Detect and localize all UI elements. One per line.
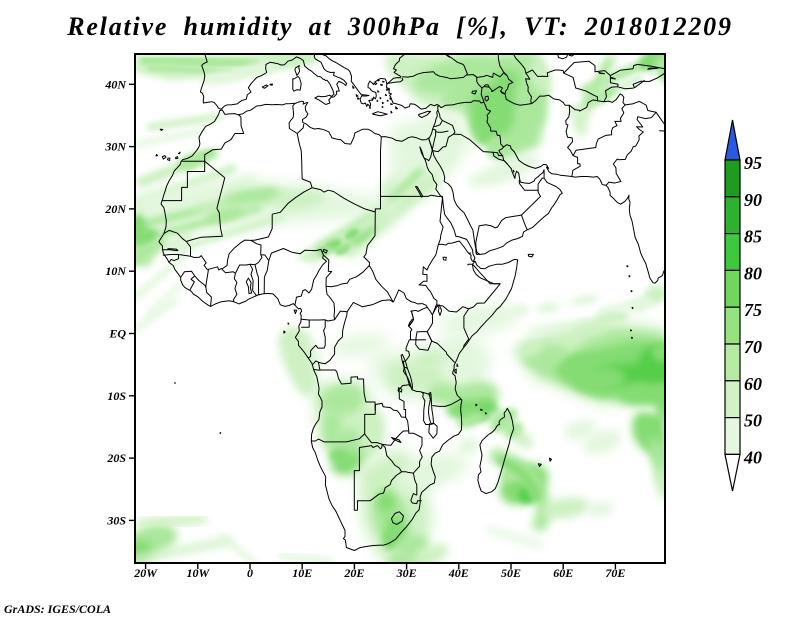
svg-text:80: 80: [744, 263, 762, 283]
svg-text:30N: 30N: [104, 140, 127, 154]
svg-text:85: 85: [744, 227, 762, 247]
svg-text:70: 70: [744, 337, 762, 357]
svg-text:40: 40: [743, 447, 762, 467]
svg-text:75: 75: [744, 300, 762, 320]
svg-text:20E: 20E: [343, 566, 364, 580]
svg-text:Relative humidity at 300hPa [%: Relative humidity at 300hPa [%], VT: 201…: [66, 12, 733, 41]
svg-text:30S: 30S: [106, 513, 126, 527]
svg-text:20S: 20S: [106, 451, 126, 465]
svg-text:0: 0: [247, 566, 253, 580]
svg-text:10W: 10W: [186, 566, 210, 580]
svg-text:50: 50: [744, 411, 762, 431]
svg-text:60: 60: [744, 374, 762, 394]
svg-text:70E: 70E: [605, 566, 625, 580]
svg-text:95: 95: [744, 153, 762, 173]
svg-text:10E: 10E: [292, 566, 312, 580]
svg-text:10N: 10N: [105, 264, 127, 278]
svg-text:20N: 20N: [104, 202, 127, 216]
svg-text:GrADS: IGES/COLA: GrADS: IGES/COLA: [4, 602, 111, 616]
svg-text:50E: 50E: [501, 566, 521, 580]
svg-text:40E: 40E: [448, 566, 469, 580]
svg-text:10S: 10S: [107, 389, 126, 403]
svg-text:90: 90: [744, 190, 762, 210]
svg-text:EQ: EQ: [108, 327, 126, 341]
svg-text:40N: 40N: [104, 77, 127, 91]
svg-text:20W: 20W: [133, 566, 158, 580]
svg-text:30E: 30E: [396, 566, 417, 580]
svg-text:60E: 60E: [553, 566, 573, 580]
